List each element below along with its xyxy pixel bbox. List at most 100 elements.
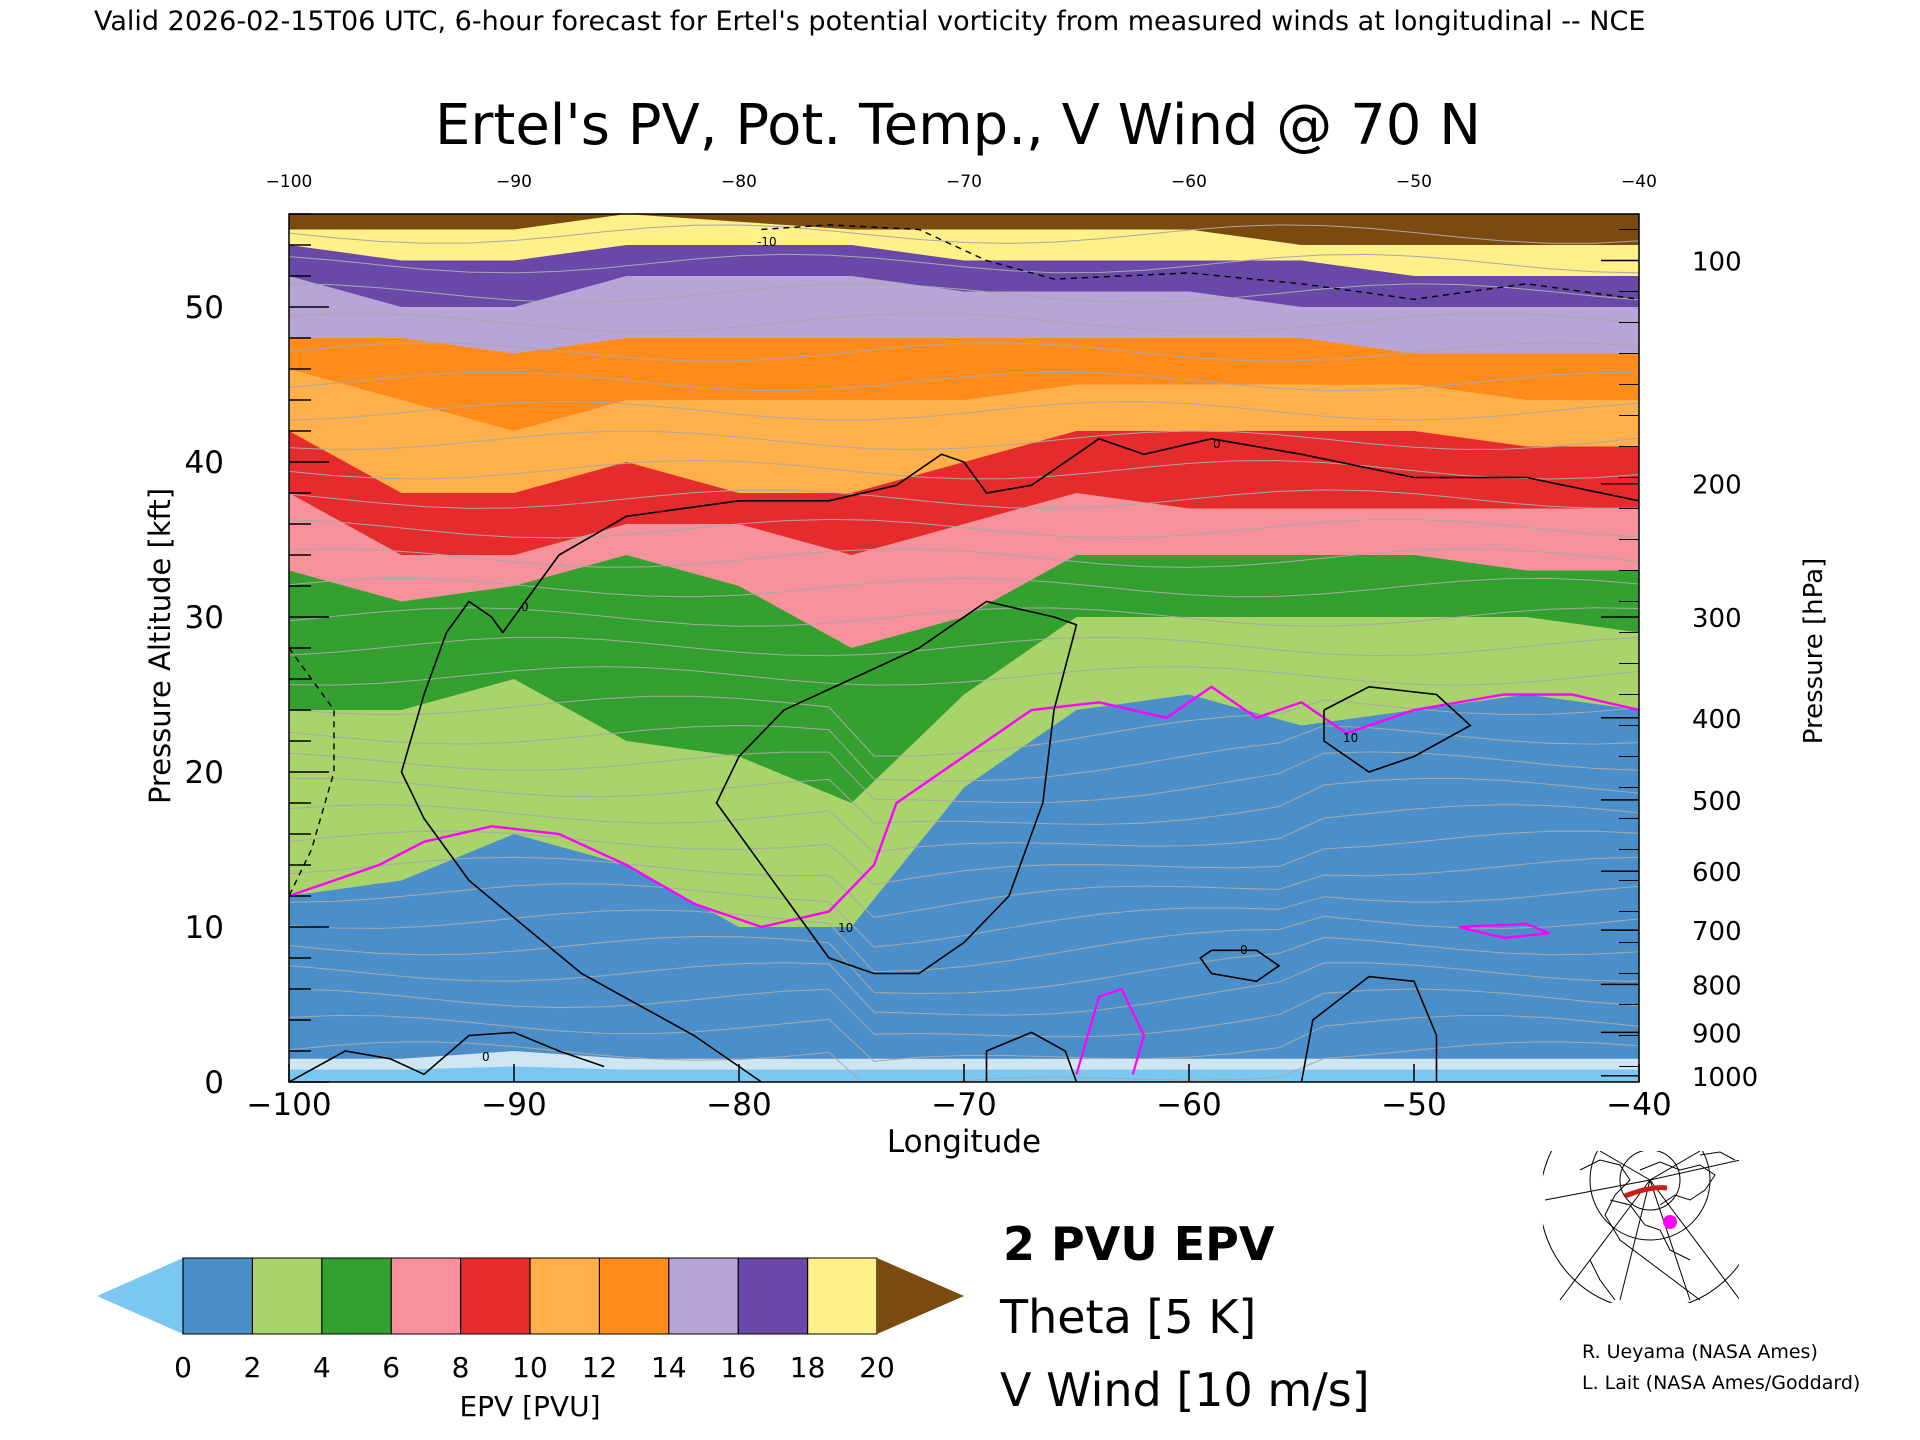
theta-line [289,224,1639,244]
contour-value-labels: 0 0 -10 10 0 0 10 [482,235,1358,1064]
colorbar-tick-label: 14 [651,1351,687,1384]
colorbar-over-arrow [877,1258,964,1334]
pressure-tick-label: 200 [1692,471,1742,501]
pressure-tick-label: 100 [1692,248,1742,278]
contour-vwind-0 [289,1031,605,1082]
header-valid-line: Valid 2026-02-15T06 UTC, 6-hour forecast… [94,6,1645,37]
theta-line [289,577,1639,598]
theta-line [289,253,1639,274]
theta-line [289,283,1639,303]
theta-line [289,988,1639,1038]
map-coastline [1579,1151,1736,1301]
theta-line [289,804,1639,853]
theta-line [289,459,1639,480]
pressure-tick-label: 400 [1692,705,1742,735]
theta-line [289,401,1639,421]
legend-v-wind: V Wind [10 m/s] [1000,1363,1370,1417]
contour-label-vwind: 0 [521,600,529,614]
top-tick-label: −100 [266,172,313,192]
colorbar-tick-labels: 0 2 4 6 8 10 12 14 16 18 20 [174,1351,895,1384]
legend: 2 PVU EPV Theta [5 K] V Wind [10 m/s] [999,1217,1370,1417]
contour-2pvu-epv [1075,987,1146,1075]
contour-vwind-0 [985,1031,1078,1082]
contour-lines [289,224,1639,1082]
contour-vwind-10 [715,600,1078,975]
top-tick-label: −40 [1621,172,1657,192]
y-tick-label: 0 [204,1065,224,1101]
contour-label-vwind: 0 [482,1050,490,1064]
colorbar-tick-label: 8 [452,1351,470,1384]
y-axis-label-left: Pressure Altitude [kft] [143,488,177,804]
pressure-tick-label: 1000 [1692,1063,1758,1093]
legend-2pvu-epv: 2 PVU EPV [1003,1217,1275,1271]
top-tick-label: −80 [721,172,757,192]
colorbar-tick-label: 6 [382,1351,400,1384]
colorbar-tick-label: 12 [582,1351,618,1384]
contour-label-vwind: 0 [1240,943,1248,957]
colorbar-segment [668,1258,739,1334]
contour-label-vwind: -10 [757,235,777,249]
y-tick-label: 20 [185,755,224,791]
theta-line [289,1014,1639,1062]
top-tick-labels: −100 −90 −80 −70 −60 −50 −40 [266,172,1657,192]
x-tick-label: −80 [706,1087,771,1123]
epv-fill-layers [289,214,1639,1082]
contour-label-vwind: 0 [1213,437,1221,451]
theta-line [289,883,1639,948]
theta-isentropes [289,214,1639,1082]
colorbar-segment [807,1258,878,1334]
pressure-tick-label: 300 [1692,604,1742,634]
x-tick-label: −60 [1156,1087,1221,1123]
theta-line [289,856,1639,918]
top-tick-label: −70 [946,172,982,192]
pressure-tick-label: 500 [1692,787,1742,817]
colorbar: 0 2 4 6 8 10 12 14 16 18 20 EPV [PVU] [97,1257,964,1423]
theta-line [289,962,1639,1016]
colorbar-tick-label: 2 [243,1351,261,1384]
theta-line [289,342,1639,362]
colorbar-segments [182,1257,878,1335]
colorbar-label: EPV [PVU] [459,1390,600,1423]
legend-theta: Theta [5 K] [999,1290,1256,1344]
colorbar-segment [252,1258,323,1334]
credit-line-1: R. Ueyama (NASA Ames) [1582,1341,1818,1363]
plot-frame [288,213,1640,1083]
y-axis-label-right: Pressure [hPa] [1799,558,1829,745]
colorbar-segment [321,1258,392,1334]
theta-line [289,518,1639,539]
colorbar-segment [738,1258,809,1334]
colorbar-tick-label: 4 [313,1351,331,1384]
contour-label-vwind: 10 [1343,731,1358,745]
theta-line [289,935,1639,995]
pressure-tick-label: 800 [1692,971,1742,1001]
theta-line [289,430,1639,451]
colorbar-tick-label: 18 [790,1351,826,1384]
pressure-tick-label: 700 [1692,917,1742,947]
pressure-tick-label: 900 [1692,1019,1742,1049]
colorbar-segment [391,1258,462,1334]
top-tick-label: −60 [1171,172,1207,192]
theta-line [289,371,1639,392]
theta-line [289,666,1639,686]
contour-vwind-minus10 [761,224,1639,301]
x-tick-label: −40 [1606,1087,1671,1123]
theta-line [289,751,1639,804]
map-location-marker [1663,1215,1677,1229]
theta-line [289,607,1639,627]
colorbar-under-arrow-lower [97,1296,183,1334]
theta-line [289,636,1639,657]
y-tick-label: 30 [185,600,224,636]
y-tick-labels: 0 10 20 30 40 50 [185,290,224,1101]
x-tick-label: −100 [246,1087,331,1123]
chart-title: Ertel's PV, Pot. Temp., V Wind @ 70 N [435,93,1481,158]
pressure-tick-label: 600 [1692,858,1742,888]
colorbar-segment [460,1258,531,1334]
contour-2pvu-epv [1458,922,1550,940]
x-tick-label: −50 [1381,1087,1446,1123]
theta-line [289,548,1639,568]
contour-vwind-0 [1300,975,1438,1082]
theta-line [350,214,1523,215]
top-tick-label: −90 [496,172,532,192]
x-axis-label: Longitude [887,1124,1041,1160]
